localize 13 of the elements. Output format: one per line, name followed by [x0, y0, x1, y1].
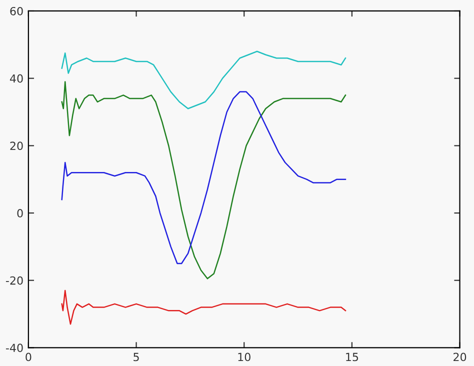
y-tick-label: -40: [6, 344, 23, 352]
line-series: [61, 290, 346, 325]
y-tick-label: 20: [10, 142, 23, 150]
y-tick-label: 0: [17, 208, 23, 218]
y-tick-label: 60: [10, 6, 23, 16]
line-series: [61, 50, 346, 110]
x-tick-label: 5: [134, 352, 139, 362]
x-tick-label: 20: [454, 352, 466, 362]
x-tick-label: 0: [26, 352, 32, 362]
x-tick-label: 10: [238, 352, 250, 362]
x-tick-label: 15: [346, 352, 358, 362]
y-tick-label: 40: [10, 74, 23, 83]
y-tick-label: -20: [6, 276, 23, 285]
